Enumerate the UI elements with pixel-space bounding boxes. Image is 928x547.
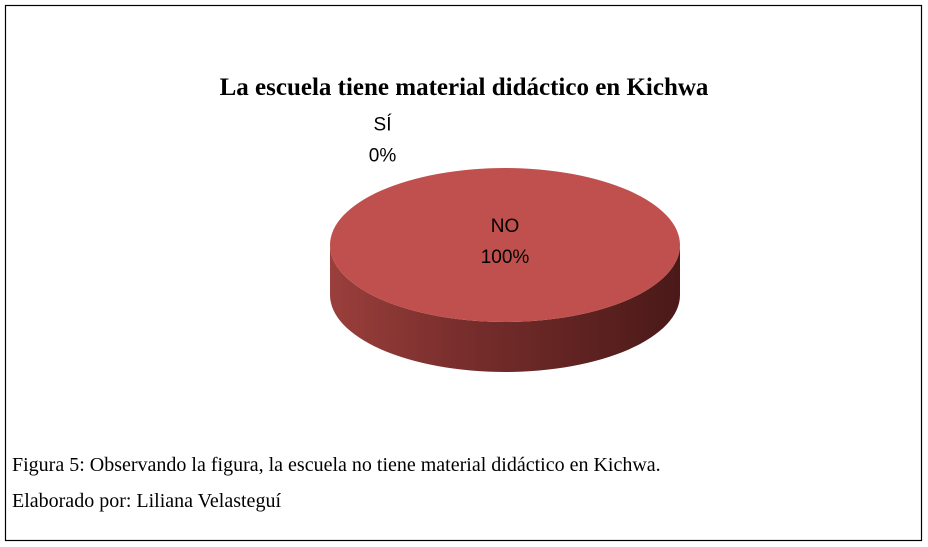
slice-value-label: 0% [369, 146, 397, 167]
caption: Figura 5: Observando la figura, la escue… [12, 454, 661, 476]
chart-title: La escuela tiene material didáctico en K… [220, 74, 709, 101]
pie-side [330, 245, 680, 372]
slice-label: SÍ [374, 115, 393, 136]
caption: Elaborado por: Liliana Velasteguí [12, 490, 281, 512]
slice-label: NO [491, 216, 520, 237]
pie-slice [330, 168, 680, 322]
slice-value-label: 100% [481, 247, 530, 268]
